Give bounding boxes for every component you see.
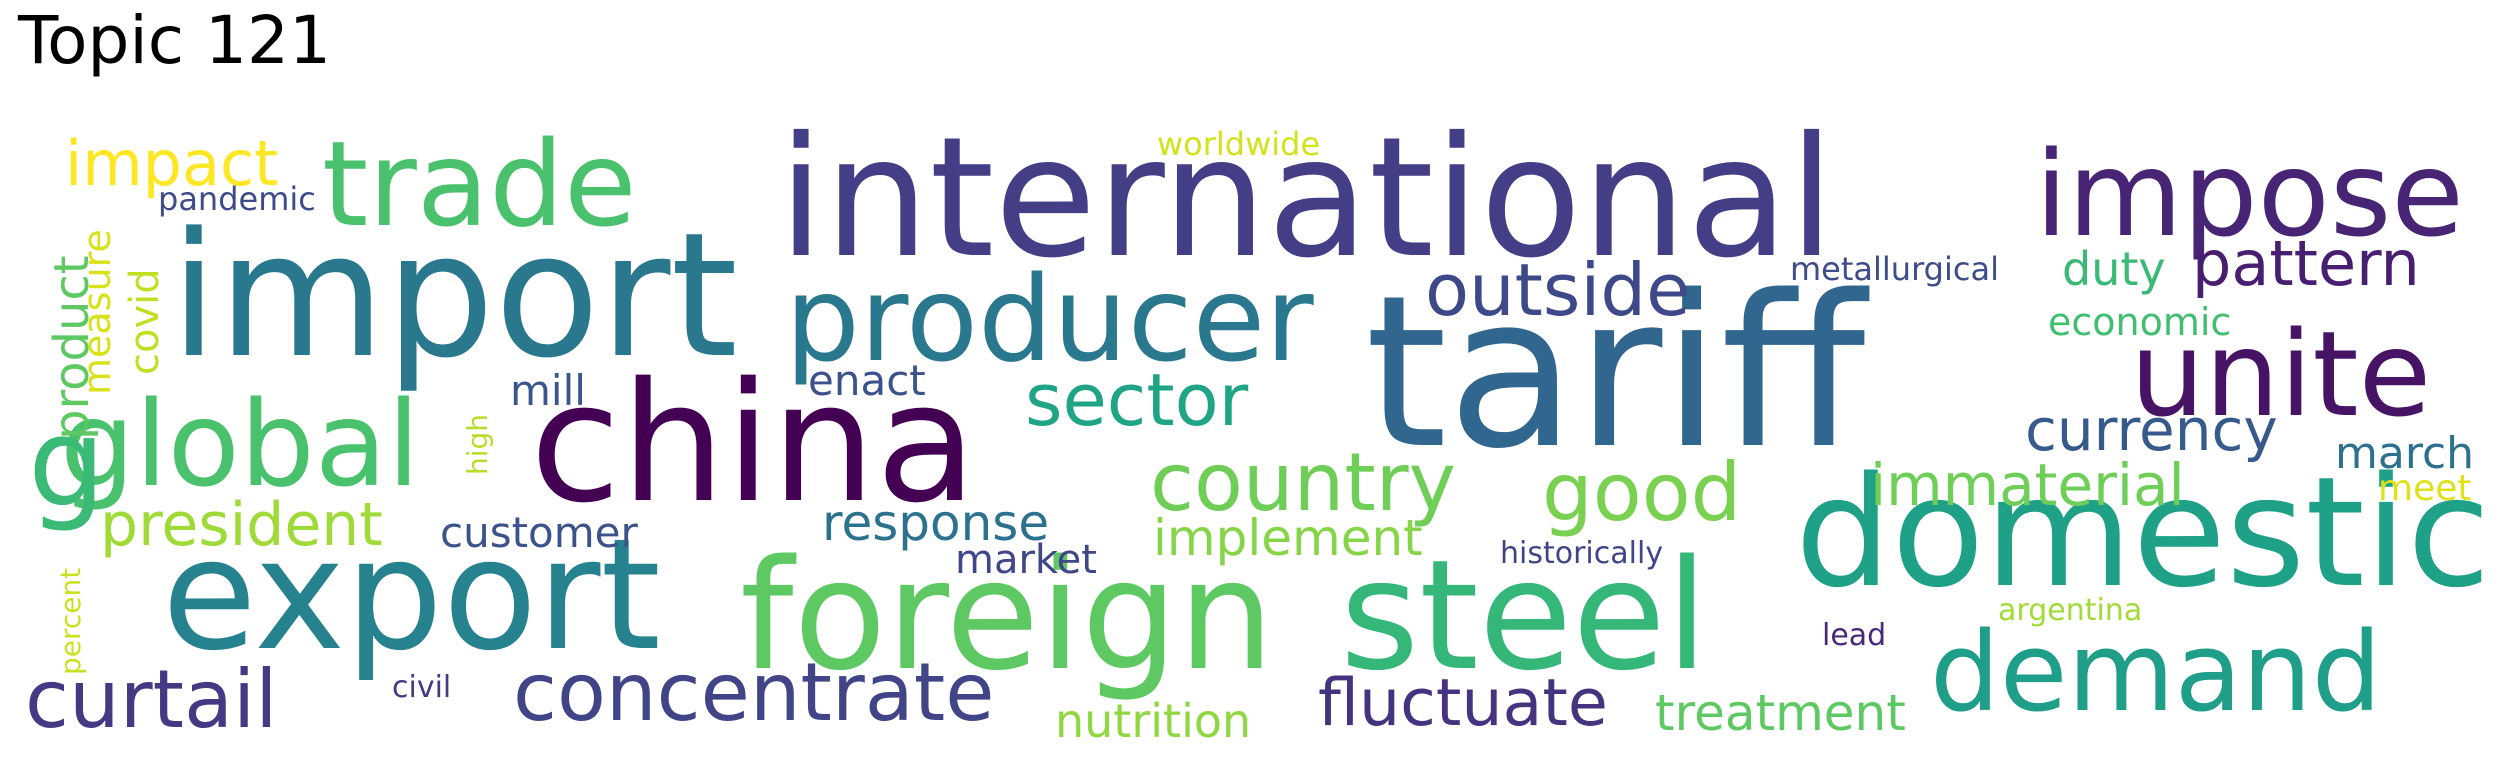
word-civil: civil (392, 670, 451, 705)
word-china: china (530, 347, 977, 539)
chart-title: Topic 121 (18, 2, 331, 79)
word-product: product (44, 255, 100, 440)
word-meet: meet (2378, 468, 2471, 509)
word-outside: outside (1425, 248, 1690, 332)
word-fluctuate: fluctuate (1318, 666, 1608, 741)
word-duty: duty (2062, 242, 2166, 296)
word-unite: unite (2130, 305, 2431, 443)
word-producer: producer (785, 250, 1314, 388)
word-global: global (60, 375, 420, 513)
word-pattern: pattern (2192, 227, 2420, 300)
word-tariff: tariff (1365, 250, 1870, 495)
word-high: high (461, 414, 494, 475)
word-march: march (2335, 428, 2474, 479)
word-sector: sector (1025, 358, 1249, 442)
word-lead: lead (1822, 618, 1886, 653)
word-market: market (955, 537, 1097, 583)
word-enact: enact (808, 356, 926, 405)
word-measure: measure (75, 229, 119, 395)
word-impact: impact (65, 127, 278, 200)
word-president: president (100, 490, 383, 560)
word-percent: percent (54, 568, 87, 675)
word-historically: historically (1500, 536, 1663, 571)
word-covid: covid (122, 268, 168, 375)
word-mill: mill (510, 366, 586, 415)
word-customer: customer (440, 508, 639, 557)
word-nutrition: nutrition (1055, 694, 1251, 748)
word-currency: currency (2025, 396, 2278, 464)
word-response: response (822, 494, 1049, 552)
word-demand: demand (1930, 608, 2382, 736)
word-import: import (170, 195, 738, 396)
word-steel: steel (1340, 527, 1708, 704)
word-argentina: argentina (1998, 593, 2142, 628)
word-metallurgical: metallurgical (1790, 250, 1999, 288)
word-curtail: curtail (25, 653, 277, 746)
word-international: international (778, 102, 1835, 295)
word-good: good (1542, 446, 1741, 539)
word-foreign: foreign (740, 527, 1274, 704)
word-concentrate: concentrate (513, 646, 994, 739)
word-economic: economic (2048, 300, 2231, 344)
word-impose: impose (2035, 125, 2464, 263)
word-export: export (162, 506, 661, 685)
word-g: g (28, 392, 105, 534)
word-treatment: treatment (1655, 684, 1906, 742)
word-worldwide: worldwide (1157, 125, 1320, 163)
word-pandemic: pandemic (158, 180, 316, 218)
word-country: country (1150, 436, 1456, 529)
word-immaterial: immaterial (1870, 451, 2185, 519)
word-domestic: domestic (1795, 444, 2491, 621)
word-trade: trade (322, 115, 637, 253)
word-implement: implement (1153, 509, 1423, 567)
